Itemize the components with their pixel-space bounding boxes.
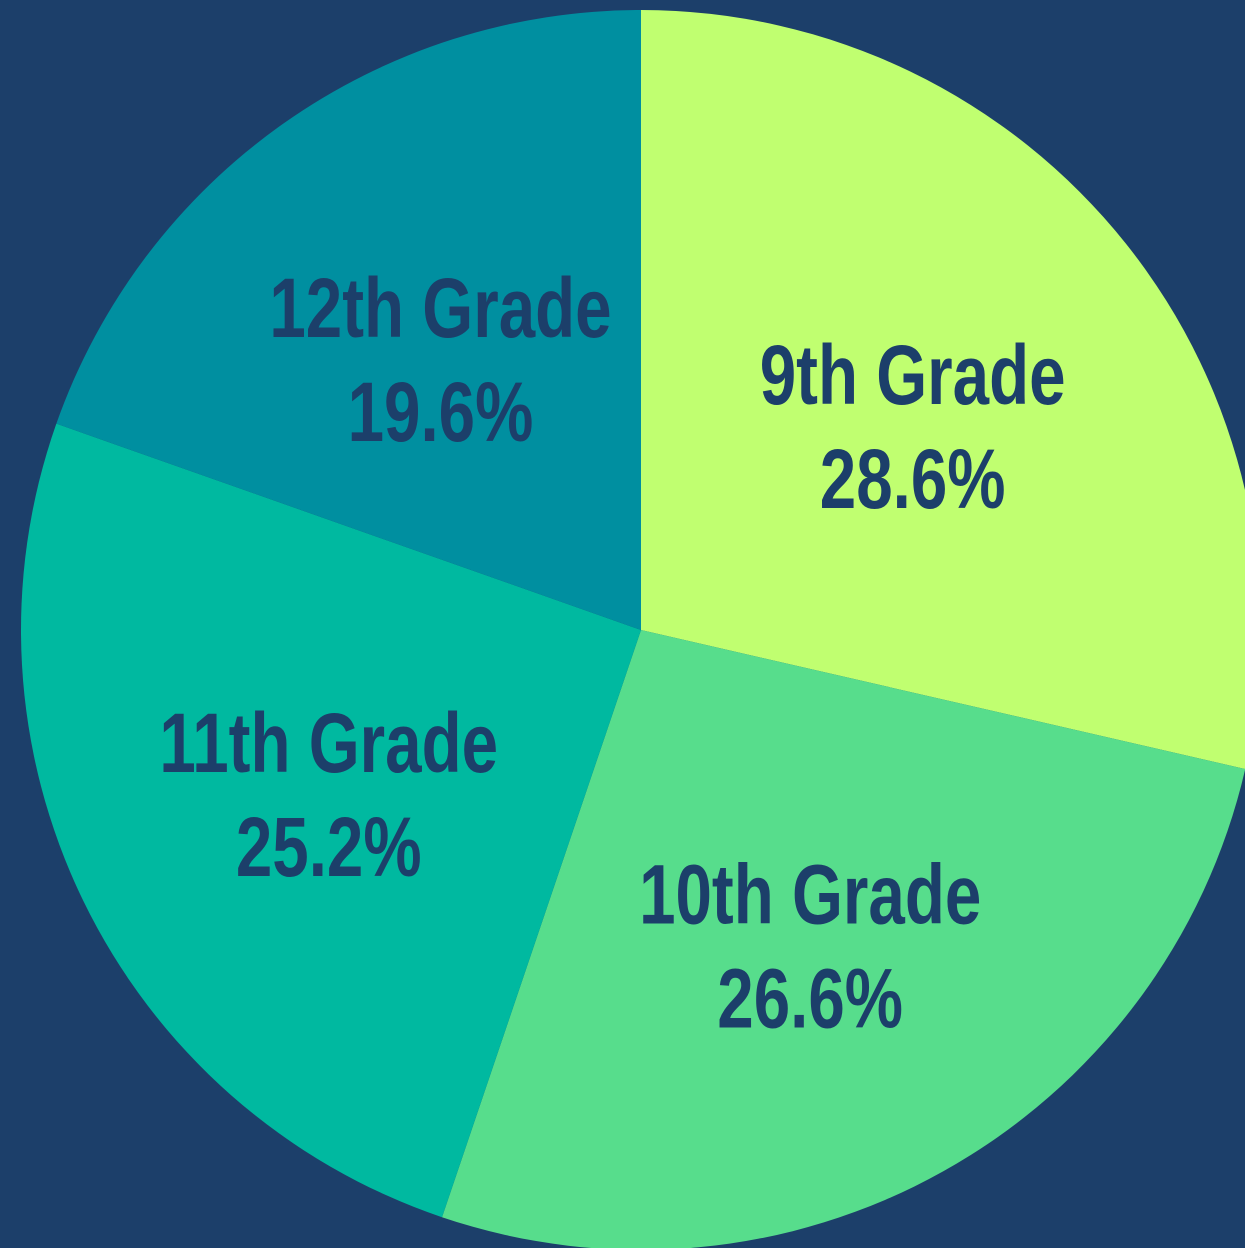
category-label: 10th Grade xyxy=(639,848,981,942)
pie-slice xyxy=(442,630,1245,1248)
slice-label: 10th Grade 26.6% xyxy=(639,848,981,1046)
pie-slice xyxy=(641,10,1245,769)
pie-slice xyxy=(56,10,641,630)
value-label: 19.6% xyxy=(348,365,534,459)
slice-label: 9th Grade 28.6% xyxy=(760,328,1066,526)
value-label: 25.2% xyxy=(236,800,422,894)
value-label: 28.6% xyxy=(820,432,1006,526)
category-label: 9th Grade xyxy=(760,328,1066,422)
value-label: 26.6% xyxy=(717,952,903,1046)
slice-label: 12th Grade 19.6% xyxy=(269,261,611,459)
category-label: 11th Grade xyxy=(159,696,498,790)
category-label: 12th Grade xyxy=(269,261,611,355)
pie-slice xyxy=(21,423,642,1218)
slice-label: 11th Grade 25.2% xyxy=(159,696,498,894)
